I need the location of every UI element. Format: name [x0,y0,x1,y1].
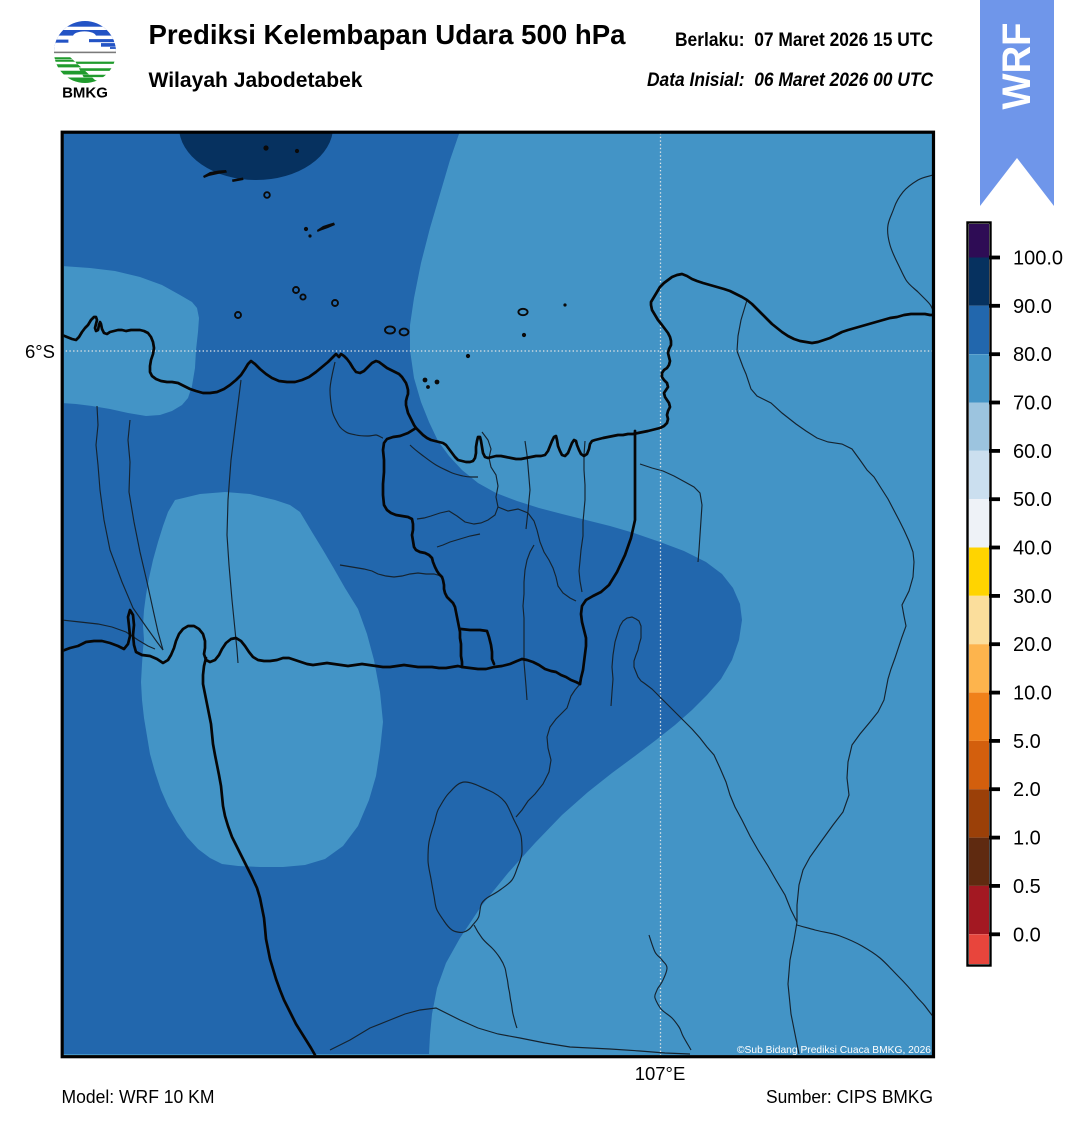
svg-text:Berlaku: 07 Maret 2026 15 UTC: Berlaku: 07 Maret 2026 15 UTC [675,29,933,51]
svg-text:WRF: WRF [995,23,1039,110]
svg-text:BMKG: BMKG [62,85,108,102]
svg-text:107°E: 107°E [635,1063,686,1084]
svg-text:0.5: 0.5 [1013,876,1041,898]
svg-text:6°S: 6°S [25,341,55,362]
svg-text:0.0: 0.0 [1013,924,1041,946]
svg-text:Model: WRF 10 KM: Model: WRF 10 KM [62,1086,215,1107]
svg-text:70.0: 70.0 [1013,393,1052,415]
svg-text:10.0: 10.0 [1013,683,1052,705]
svg-text:Prediksi Kelembapan Udara 500: Prediksi Kelembapan Udara 500 hPa [149,19,627,50]
svg-text:Sumber: CIPS BMKG: Sumber: CIPS BMKG [766,1086,933,1107]
svg-text:20.0: 20.0 [1013,634,1052,656]
svg-text:Data Inisial: 06 Maret 2026 0: Data Inisial: 06 Maret 2026 00 UTC [647,69,934,91]
svg-text:1.0: 1.0 [1013,828,1041,850]
svg-text:30.0: 30.0 [1013,586,1052,608]
svg-text:2.0: 2.0 [1013,779,1041,801]
svg-text:100.0: 100.0 [1013,248,1063,270]
svg-text:©Sub Bidang Prediksi Cuaca BMK: ©Sub Bidang Prediksi Cuaca BMKG, 2026 [737,1045,931,1056]
svg-text:40.0: 40.0 [1013,538,1052,560]
svg-text:60.0: 60.0 [1013,441,1052,463]
svg-text:5.0: 5.0 [1013,731,1041,753]
svg-text:50.0: 50.0 [1013,489,1052,511]
svg-text:Wilayah Jabodetabek: Wilayah Jabodetabek [149,69,363,92]
svg-text:90.0: 90.0 [1013,296,1052,318]
svg-text:80.0: 80.0 [1013,344,1052,366]
